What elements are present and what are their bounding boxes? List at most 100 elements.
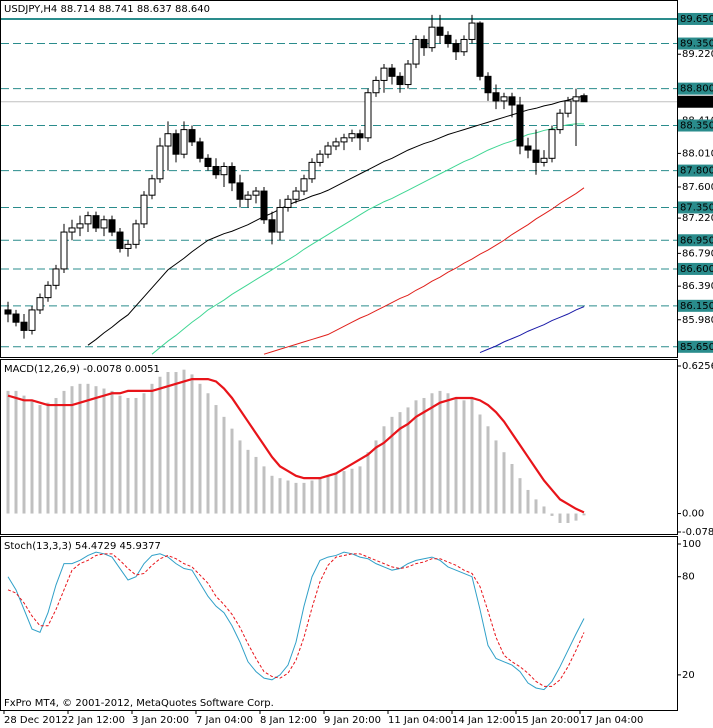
candle-body — [572, 96, 580, 102]
macd-bar — [198, 383, 202, 514]
macd-bar — [6, 390, 10, 514]
macd-bar — [318, 478, 322, 514]
macd-bar — [86, 383, 90, 514]
macd-bar — [390, 416, 394, 514]
candle-body — [492, 92, 500, 102]
candle-body — [100, 219, 108, 229]
candle-body — [356, 133, 364, 139]
macd-bar — [286, 480, 290, 514]
level-label-bg — [678, 262, 713, 275]
candle-body — [532, 149, 540, 163]
candle-body — [468, 22, 476, 40]
macd-bar — [134, 397, 138, 514]
macd-bar — [270, 475, 274, 514]
macd-bar — [246, 449, 250, 514]
candle-body — [316, 153, 324, 163]
x-tick-label: 17 Jan 04:00 — [580, 715, 643, 726]
macd-bar — [278, 478, 282, 514]
candle-body — [308, 161, 316, 180]
y-tick-label: 87.220 — [682, 213, 713, 224]
last-price-label: 88.640 — [680, 97, 713, 108]
candle-body — [44, 284, 52, 299]
macd-bar — [334, 473, 338, 514]
candle-body — [380, 67, 388, 81]
moving-average — [151, 123, 584, 355]
macd-bar — [478, 414, 482, 514]
macd-bar — [182, 369, 186, 514]
macd-bar — [158, 376, 162, 514]
macd-bar — [302, 482, 306, 514]
macd-bar — [326, 475, 330, 514]
macd-bar — [342, 471, 346, 514]
candle-body — [500, 96, 508, 102]
x-tick-label: 7 Jan 04:00 — [196, 715, 253, 726]
macd-bar — [446, 393, 450, 514]
candle-body — [116, 231, 124, 249]
macd-bar — [190, 374, 194, 514]
macd-bar — [118, 395, 122, 514]
macd-bar — [526, 489, 530, 514]
macd-bar — [38, 405, 42, 514]
macd-bar — [566, 513, 570, 523]
candle-body — [284, 198, 292, 208]
candle-body — [52, 268, 60, 286]
x-tick-label: 14 Jan 12:00 — [452, 715, 515, 726]
candle-body — [236, 182, 244, 200]
macd-bar — [534, 499, 538, 514]
candle-body — [20, 321, 28, 331]
macd-bar — [430, 393, 434, 514]
candle-body — [60, 231, 68, 270]
macd-bar — [374, 440, 378, 514]
level-label: 85.650 — [680, 342, 713, 353]
candle-body — [404, 63, 412, 86]
candle-body — [268, 219, 276, 233]
macd-bar — [518, 478, 522, 514]
candle-body — [188, 129, 196, 143]
macd-panel-frame — [0, 359, 678, 535]
macd-bar — [30, 400, 34, 514]
macd-bar — [110, 390, 114, 514]
candle-body — [580, 95, 588, 103]
candle-body — [212, 165, 220, 176]
macd-bar — [414, 400, 418, 514]
y-tick-label: 85.980 — [682, 315, 713, 326]
candle-body — [540, 157, 548, 163]
macd-bar — [406, 407, 410, 514]
macd-bar — [574, 513, 578, 521]
macd-bar — [454, 397, 458, 514]
level-label: 89.350 — [680, 39, 713, 50]
macd-bar — [366, 452, 370, 514]
chart-title: USDJPY,H4 88.714 88.741 88.637 88.640 — [4, 4, 210, 15]
level-label-bg — [678, 37, 713, 50]
candle-body — [564, 100, 572, 114]
candle-body — [460, 38, 468, 53]
macd-bar — [422, 397, 426, 514]
macd-bar — [102, 388, 106, 514]
candle-body — [68, 227, 76, 233]
macd-bar — [214, 405, 218, 514]
macd-bar — [550, 513, 554, 516]
stoch-signal — [7, 553, 585, 687]
candle-body — [156, 145, 164, 180]
macd-bar — [486, 426, 490, 514]
candle-body — [340, 137, 348, 143]
candle-body — [428, 26, 436, 49]
macd-bar — [174, 372, 178, 514]
macd-bar — [510, 464, 514, 514]
main-panel-frame — [0, 0, 678, 358]
candle-body — [548, 129, 556, 159]
y-tick-label: 88.010 — [682, 148, 713, 159]
level-label: 88.350 — [680, 121, 713, 132]
stoch-panel-frame — [0, 536, 678, 711]
stoch-title: Stoch(13,3,3) 54.4729 45.9377 — [4, 541, 161, 552]
candle-body — [132, 223, 140, 245]
level-label-bg — [678, 299, 713, 312]
macd-bar — [502, 452, 506, 514]
macd-bar — [582, 513, 586, 516]
candle-body — [36, 297, 44, 311]
level-label: 88.800 — [680, 84, 713, 95]
y-tick-label: 87.600 — [682, 182, 713, 193]
candle-body — [348, 133, 356, 139]
stoch-main — [7, 551, 585, 691]
